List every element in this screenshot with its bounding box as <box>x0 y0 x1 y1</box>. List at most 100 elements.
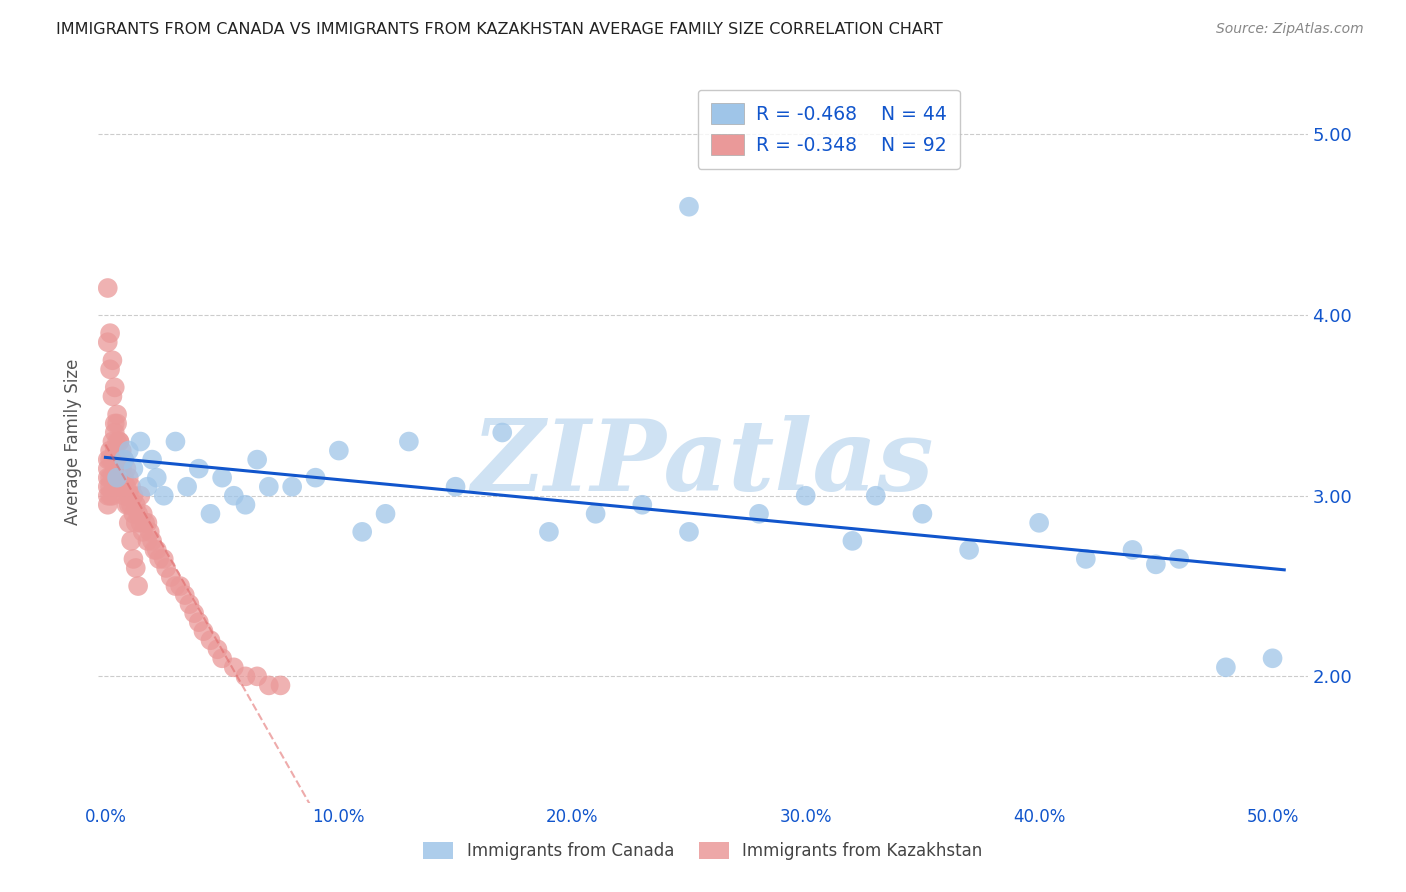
Point <box>169 579 191 593</box>
Point <box>141 452 163 467</box>
Point <box>125 498 148 512</box>
Point <box>136 533 159 548</box>
Point <box>105 471 128 485</box>
Point <box>98 452 121 467</box>
Point <box>97 461 120 475</box>
Point <box>112 471 135 485</box>
Point <box>118 516 141 530</box>
Point <box>105 417 128 431</box>
Point <box>115 480 138 494</box>
Point <box>111 461 134 475</box>
Point <box>957 542 980 557</box>
Point <box>491 425 513 440</box>
Point <box>118 498 141 512</box>
Point <box>152 552 174 566</box>
Point <box>304 471 326 485</box>
Point <box>104 461 127 475</box>
Point <box>235 669 257 683</box>
Legend: Immigrants from Canada, Immigrants from Kazakhstan: Immigrants from Canada, Immigrants from … <box>416 835 990 867</box>
Point <box>118 489 141 503</box>
Point <box>398 434 420 449</box>
Point <box>108 471 131 485</box>
Point <box>97 498 120 512</box>
Point <box>165 434 187 449</box>
Point <box>98 362 121 376</box>
Point <box>115 461 138 475</box>
Point <box>132 507 155 521</box>
Point <box>374 507 396 521</box>
Point <box>211 471 233 485</box>
Point <box>97 480 120 494</box>
Point <box>152 489 174 503</box>
Point <box>134 516 156 530</box>
Point <box>98 443 121 458</box>
Point <box>101 353 124 368</box>
Point <box>108 434 131 449</box>
Text: ZIPatlas: ZIPatlas <box>472 415 934 511</box>
Point <box>104 417 127 431</box>
Point <box>352 524 374 539</box>
Point <box>111 461 134 475</box>
Point <box>537 524 560 539</box>
Point <box>165 579 187 593</box>
Point <box>148 552 170 566</box>
Point <box>98 326 121 341</box>
Point <box>97 281 120 295</box>
Point <box>257 480 280 494</box>
Point <box>1121 542 1143 557</box>
Point <box>112 480 135 494</box>
Point <box>104 443 127 458</box>
Point <box>97 489 120 503</box>
Point <box>127 507 149 521</box>
Point <box>222 660 245 674</box>
Point <box>112 452 135 467</box>
Point <box>136 516 159 530</box>
Point <box>141 533 163 548</box>
Point <box>129 516 152 530</box>
Point <box>155 561 177 575</box>
Text: Source: ZipAtlas.com: Source: ZipAtlas.com <box>1216 22 1364 37</box>
Point <box>211 651 233 665</box>
Point <box>585 507 607 521</box>
Point <box>222 489 245 503</box>
Point <box>101 434 124 449</box>
Point <box>159 570 181 584</box>
Point <box>122 461 145 475</box>
Point <box>281 480 304 494</box>
Point <box>865 489 887 503</box>
Point <box>120 498 142 512</box>
Point <box>118 471 141 485</box>
Point <box>122 552 145 566</box>
Point <box>101 471 124 485</box>
Point <box>115 498 138 512</box>
Point <box>104 480 127 494</box>
Point <box>101 452 124 467</box>
Point <box>794 489 817 503</box>
Point <box>200 633 222 648</box>
Point <box>911 507 934 521</box>
Point <box>112 452 135 467</box>
Point <box>97 335 120 350</box>
Point <box>748 507 770 521</box>
Point <box>678 200 700 214</box>
Point <box>104 380 127 394</box>
Point <box>98 489 121 503</box>
Point <box>120 480 142 494</box>
Point <box>1215 660 1237 674</box>
Point <box>143 542 166 557</box>
Point <box>105 434 128 449</box>
Point <box>101 489 124 503</box>
Point <box>176 480 198 494</box>
Point <box>127 579 149 593</box>
Point <box>1261 651 1284 665</box>
Point <box>173 588 195 602</box>
Point <box>269 678 291 692</box>
Point <box>246 669 269 683</box>
Point <box>841 533 863 548</box>
Text: IMMIGRANTS FROM CANADA VS IMMIGRANTS FROM KAZAKHSTAN AVERAGE FAMILY SIZE CORRELA: IMMIGRANTS FROM CANADA VS IMMIGRANTS FRO… <box>56 22 943 37</box>
Point <box>101 389 124 403</box>
Point <box>129 434 152 449</box>
Point <box>104 425 127 440</box>
Point <box>183 606 205 620</box>
Point <box>678 524 700 539</box>
